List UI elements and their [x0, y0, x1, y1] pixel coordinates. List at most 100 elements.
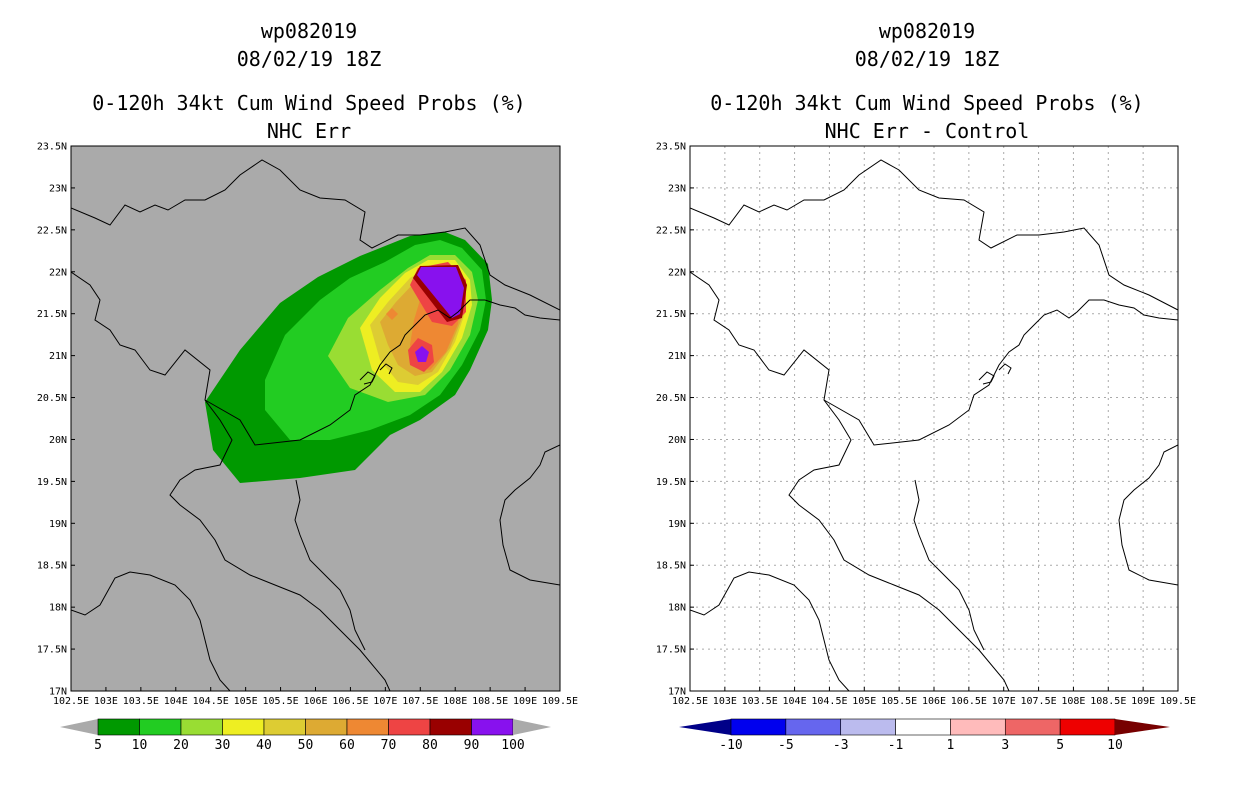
colorbar-label: -3 [833, 738, 849, 753]
right-colorbar-labels: -10 -5 -3 -1 1 3 5 10 [719, 738, 1123, 753]
colorbar-box [180, 718, 223, 736]
left-lat-labels: 23.5N 23N 22.5N 22N 21.5N 21N 20.5N 20N 19.5N 19N… [37, 142, 75, 698]
lon-label: 103E [94, 696, 118, 707]
lat-label: 20N [668, 435, 686, 446]
colorbar-box [840, 718, 896, 736]
colorbar-label: 80 [422, 738, 438, 753]
right-title-line-3: 0-120h 34kt Cum Wind Speed Probs (%) [710, 91, 1143, 115]
lon-label: 107.5E [1021, 696, 1057, 707]
lat-label: 19N [668, 519, 686, 530]
left-title-line-2: 08/02/19 18Z [237, 47, 382, 71]
colorbar-box [222, 718, 265, 736]
colorbar-box [950, 718, 1006, 736]
lat-label: 17N [49, 687, 67, 698]
colorbar-label: -1 [888, 738, 904, 753]
contour-90pct [417, 267, 464, 318]
left-title-line-1: wp082019 [261, 19, 357, 43]
lon-label: 105E [852, 696, 876, 707]
colorbar-label: 30 [215, 738, 231, 753]
colorbar-box [346, 718, 389, 736]
lon-label: 102.5E [672, 696, 708, 707]
lat-label: 19.5N [656, 477, 686, 488]
lat-label: 19.5N [37, 477, 67, 488]
colorbar-box [305, 718, 348, 736]
colorbar-label: 10 [132, 738, 148, 753]
left-lon-labels: 102.5E 103E 103.5E 104E 104.5E 105E 105.5E 106E… [53, 687, 578, 707]
lon-label: 104.5E [193, 696, 229, 707]
left-colorbar-boxes [97, 718, 514, 736]
colorbar-box [471, 718, 514, 736]
colorbar-label: 20 [173, 738, 189, 753]
colorbar-label: 3 [1001, 738, 1009, 753]
right-gridlines [690, 146, 1178, 691]
lat-label: 23.5N [37, 142, 67, 153]
contour-90pct-local [415, 346, 429, 362]
lat-label: 20.5N [37, 393, 67, 404]
right-panel: wp082019 08/02/19 18Z 0-120h 34kt Cum Wi… [656, 19, 1196, 753]
lat-label: 20.5N [656, 393, 686, 404]
lon-label: 108E [1061, 696, 1085, 707]
lat-label: 22N [668, 267, 686, 278]
right-title-line-2: 08/02/19 18Z [855, 47, 1000, 71]
colorbar-label: 40 [256, 738, 272, 753]
lon-label: 104.5E [811, 696, 847, 707]
lat-label: 20N [49, 435, 67, 446]
colorbar-label: 1 [947, 738, 955, 753]
left-colorbar: 5 10 20 30 40 50 60 70 80 90 100 [60, 718, 551, 753]
lat-label: 23N [49, 183, 67, 194]
colorbar-label: 10 [1107, 738, 1123, 753]
colorbar-box [785, 718, 842, 736]
lon-label: 107E [373, 696, 397, 707]
right-colorbar-high-arrow [1115, 719, 1170, 735]
lon-label: 105E [234, 696, 258, 707]
lat-label: 21.5N [656, 309, 686, 320]
right-coastlines [690, 159, 1178, 691]
colorbar-box [263, 718, 306, 736]
lon-label: 103.5E [123, 696, 159, 707]
lat-label: 19N [49, 519, 67, 530]
lon-label: 109E [513, 696, 537, 707]
colorbar-label: 5 [1056, 738, 1064, 753]
lon-label: 107E [992, 696, 1016, 707]
left-colorbar-labels: 5 10 20 30 40 50 60 70 80 90 100 [94, 738, 525, 753]
colorbar-box [388, 718, 431, 736]
lat-label: 22.5N [37, 225, 67, 236]
left-colorbar-low-arrow [60, 719, 98, 735]
lat-label: 18N [49, 603, 67, 614]
right-colorbar-boxes [730, 718, 1116, 736]
lon-label: 109E [1131, 696, 1155, 707]
lat-label: 17.5N [37, 645, 67, 656]
colorbar-label: -5 [778, 738, 794, 753]
lon-label: 105.5E [881, 696, 917, 707]
colorbar-label: 60 [339, 738, 355, 753]
colorbar-box [895, 718, 951, 736]
contour-60pct-dot [386, 308, 398, 320]
lat-label: 18.5N [37, 561, 67, 572]
lon-label: 106E [922, 696, 946, 707]
colorbar-label: 5 [94, 738, 102, 753]
lon-label: 102.5E [53, 696, 89, 707]
right-title-line-4: NHC Err - Control [825, 119, 1030, 143]
lon-label: 103.5E [742, 696, 778, 707]
left-title-line-4: NHC Err [267, 119, 351, 143]
right-colorbar: -10 -5 -3 -1 1 3 5 10 [679, 718, 1170, 753]
colorbar-label: 90 [464, 738, 480, 753]
lat-label: 18.5N [656, 561, 686, 572]
lon-label: 106.5E [951, 696, 987, 707]
colorbar-label: 100 [501, 738, 524, 753]
right-lat-labels: 23.5N 23N 22.5N 22N 21.5N 21N 20.5N 20N 19.5N 19N… [656, 142, 694, 698]
lat-label: 21N [668, 351, 686, 362]
lon-label: 108E [443, 696, 467, 707]
right-title-line-1: wp082019 [879, 19, 975, 43]
lat-label: 23N [668, 183, 686, 194]
lat-label: 17.5N [656, 645, 686, 656]
lat-label: 21N [49, 351, 67, 362]
lat-label: 23.5N [656, 142, 686, 153]
lon-label: 106E [303, 696, 327, 707]
lon-label: 109.5E [1160, 696, 1196, 707]
colorbar-label: -10 [719, 738, 742, 753]
colorbar-box [1059, 718, 1116, 736]
right-colorbar-low-arrow [679, 719, 731, 735]
lon-label: 103E [713, 696, 737, 707]
lon-label: 104E [783, 696, 807, 707]
